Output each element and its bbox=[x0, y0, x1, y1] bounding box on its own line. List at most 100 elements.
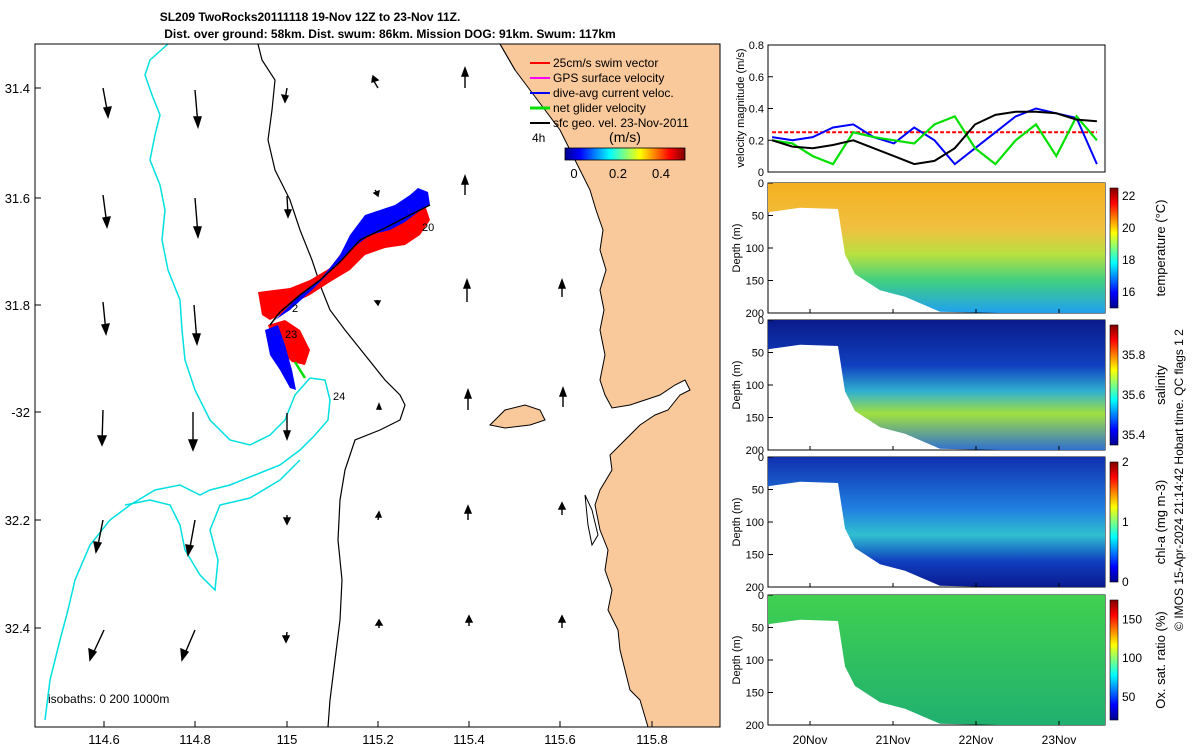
day-label-20: 20 bbox=[422, 222, 434, 234]
section-colorbar bbox=[1109, 324, 1119, 446]
section-panel-2: 0 50 100 150 200 Depth (m) 0 1 2 chl-a (mg m-3) bbox=[731, 452, 1168, 594]
colorbar-tick: 20 bbox=[1122, 221, 1136, 235]
velocity-ytick: 0.2 bbox=[749, 135, 764, 147]
time-tick-21nov: 21Nov bbox=[876, 733, 911, 747]
velocity-line-2 bbox=[771, 114, 1098, 166]
map-plot-area: 20 2 23 24 isobaths: 0 200 1000m bbox=[35, 44, 720, 727]
section-ylabel: Depth (m) bbox=[731, 361, 743, 410]
lon-tick: 115 bbox=[277, 732, 298, 747]
speed-colorbar bbox=[564, 147, 686, 161]
depth-tick: 50 bbox=[752, 348, 764, 360]
colorbar-tick: 2 bbox=[1122, 455, 1129, 469]
day-label-23: 23 bbox=[285, 329, 297, 341]
net-velocity-green bbox=[293, 361, 307, 379]
section-colorbar bbox=[1109, 187, 1119, 309]
section-variable-label: chl-a (mg m-3) bbox=[1153, 480, 1168, 565]
isobath-label: isobaths: 0 200 1000m bbox=[48, 692, 169, 706]
colorbar-tick: 100 bbox=[1122, 651, 1142, 665]
isobath-0m bbox=[499, 44, 516, 71]
colorbar-tick: 0 bbox=[1122, 575, 1129, 589]
speed-colorbar-tick: 0.2 bbox=[609, 166, 627, 181]
depth-tick: 50 bbox=[752, 623, 764, 635]
day-label-22: 2 bbox=[292, 303, 298, 315]
velocity-ytick: 0.6 bbox=[749, 72, 764, 84]
depth-tick: 0 bbox=[758, 178, 764, 190]
velocity-frame bbox=[767, 44, 1106, 173]
map-lon-ticks bbox=[103, 721, 653, 727]
depth-tick: 200 bbox=[746, 308, 764, 320]
section-variable-label: temperature (°C) bbox=[1153, 200, 1168, 297]
isobath-1000m bbox=[44, 44, 331, 721]
depth-tick: 200 bbox=[746, 720, 764, 732]
velocity-line-3 bbox=[771, 110, 1097, 166]
speed-colorbar-tick: 0.4 bbox=[652, 166, 670, 181]
lon-tick: 115.2 bbox=[362, 732, 394, 747]
colorbar-title: (m/s) bbox=[609, 129, 641, 145]
colorbar-tick: 50 bbox=[1122, 690, 1136, 704]
depth-tick: 200 bbox=[746, 582, 764, 594]
depth-tick: 150 bbox=[746, 688, 764, 700]
velocity-panel: 0 0.2 0.4 0.6 0.8 velocity magnitude (m/s) bbox=[735, 40, 1106, 179]
colorbar-tick: 1 bbox=[1122, 515, 1129, 529]
lat-tick: 32.2 bbox=[5, 513, 30, 528]
legend-label-geo: sfc geo. vel. 23-Nov-2011 bbox=[553, 116, 689, 130]
section-variable-label: salinity bbox=[1153, 365, 1168, 405]
velocity-line-1 bbox=[771, 107, 1098, 166]
velocity-ytick: 0.4 bbox=[749, 104, 764, 116]
section-data-1 bbox=[768, 320, 1105, 450]
section-variable-label: Ox. sat. ratio (%) bbox=[1153, 611, 1168, 709]
section-panel-3: 0 50 100 150 200 Depth (m) 50 100 150 Ox. sat. ra… bbox=[731, 590, 1168, 732]
colorbar-tick: 35.8 bbox=[1122, 348, 1146, 362]
section-data-0 bbox=[768, 183, 1105, 313]
figure-title: SL209 TwoRocks20111118 19-Nov 12Z to 23-… bbox=[160, 10, 461, 24]
time-axis: 20Nov 21Nov 22Nov 23Nov bbox=[793, 733, 1077, 747]
scale-label: 4h bbox=[532, 131, 545, 145]
depth-tick: 150 bbox=[746, 276, 764, 288]
day-label-24: 24 bbox=[333, 391, 345, 403]
lon-tick: 114.8 bbox=[179, 732, 211, 747]
swim-vectors-red bbox=[258, 205, 430, 320]
velocity-yticks: 0 0.2 0.4 0.6 0.8 bbox=[749, 40, 773, 179]
legend-label-gps: GPS surface velocity bbox=[553, 71, 664, 85]
lat-tick: -32 bbox=[11, 405, 30, 420]
section-ylabel: Depth (m) bbox=[731, 498, 743, 547]
colorbar-tick: 18 bbox=[1122, 253, 1136, 267]
section-ylabel: Depth (m) bbox=[731, 636, 743, 685]
credit-text: © IMOS 15-Apr-2024 21:14:42 Hobart time.… bbox=[1172, 329, 1186, 631]
velocity-ytick: 0 bbox=[758, 167, 764, 179]
estuary bbox=[584, 494, 599, 547]
legend-label-current: dive-avg current veloc. bbox=[553, 86, 674, 100]
sfc-velocity-arrows bbox=[88, 66, 568, 662]
depth-tick: 150 bbox=[746, 550, 764, 562]
isobath-200m bbox=[257, 44, 406, 727]
colorbar-tick: 16 bbox=[1122, 285, 1136, 299]
colorbar-tick: 22 bbox=[1122, 189, 1136, 203]
depth-tick: 0 bbox=[758, 590, 764, 602]
legend-label-net: net glider velocity bbox=[553, 101, 646, 115]
depth-tick: 100 bbox=[746, 380, 764, 392]
section-colorbar bbox=[1109, 599, 1119, 721]
velocity-series bbox=[771, 107, 1098, 166]
time-tick-20nov: 20Nov bbox=[793, 733, 828, 747]
land-area bbox=[499, 44, 720, 727]
section-data-3 bbox=[768, 595, 1105, 725]
lon-tick: 115.8 bbox=[636, 732, 668, 747]
time-tick-23nov: 23Nov bbox=[1042, 733, 1077, 747]
island bbox=[488, 404, 546, 429]
lon-tick: 115.4 bbox=[453, 732, 485, 747]
figure-subtitle: Dist. over ground: 58km. Dist. swum: 86k… bbox=[164, 27, 615, 41]
glider-track bbox=[258, 188, 431, 390]
current-vectors-blue bbox=[275, 188, 430, 320]
lat-tick: 31.4 bbox=[5, 81, 30, 96]
lon-tick: 114.6 bbox=[88, 732, 120, 747]
map-lat-ticks bbox=[35, 87, 41, 629]
section-panel-1: 0 50 100 150 200 Depth (m) 35.4 35.6 35.8 salinit… bbox=[731, 315, 1168, 457]
speed-colorbar-tick: 0 bbox=[570, 166, 577, 181]
depth-tick: 200 bbox=[746, 445, 764, 457]
lat-tick: 31.6 bbox=[5, 191, 30, 206]
lat-tick: 32.4 bbox=[5, 621, 30, 636]
depth-tick: 100 bbox=[746, 655, 764, 667]
depth-tick: 0 bbox=[758, 315, 764, 327]
